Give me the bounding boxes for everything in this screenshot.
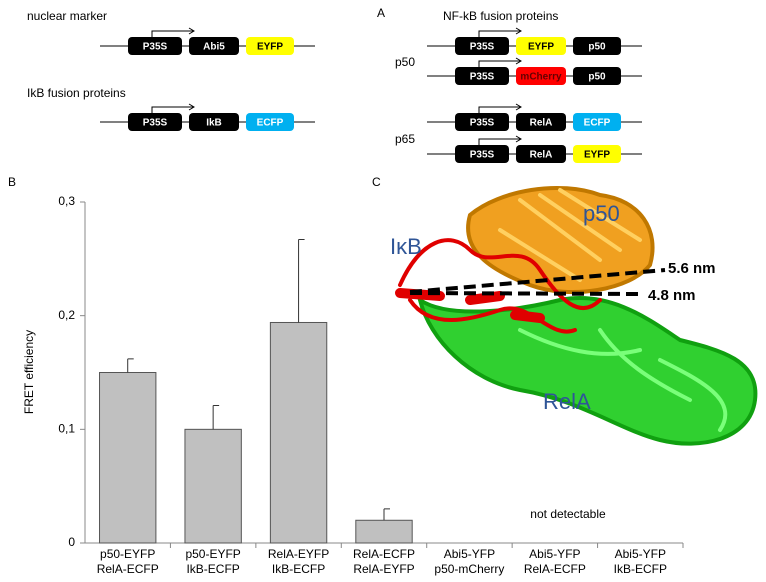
- x-tick-label: RelA-EYFP: [268, 547, 329, 561]
- row-label: p50: [395, 55, 415, 69]
- panel-label: B: [8, 175, 16, 189]
- x-tick-label: RelA-ECFP: [524, 562, 586, 576]
- construct-label: P35S: [143, 42, 168, 53]
- bar: [269, 321, 328, 544]
- row-label: p65: [395, 132, 415, 146]
- x-tick-label: p50-EYFP: [185, 547, 240, 561]
- x-tick-label: p50-EYFP: [100, 547, 155, 561]
- error-bar: [383, 508, 390, 521]
- construct-label: RelA: [530, 118, 553, 129]
- construct-label: P35S: [143, 118, 168, 129]
- construct-label: Abi5: [203, 42, 225, 53]
- x-tick-label: RelA-EYFP: [353, 562, 414, 576]
- structure-label: IκB: [390, 234, 422, 259]
- construct-label: P35S: [470, 118, 495, 129]
- distance-label: 5.6 nm: [668, 260, 716, 277]
- protein-structure: [395, 185, 758, 446]
- construct-label: p50: [588, 72, 606, 83]
- x-tick-label: IkB-ECFP: [614, 562, 667, 576]
- construct-box: [573, 145, 621, 163]
- construct-label: P35S: [470, 72, 495, 83]
- y-tick-label: 0,1: [58, 422, 75, 436]
- distance-label: 4.8 nm: [648, 287, 696, 304]
- construct-box: [246, 113, 294, 131]
- x-tick-label: Abi5-YFP: [529, 547, 580, 561]
- construct-box: [573, 37, 621, 55]
- distance-line: [409, 291, 639, 296]
- group-label: NF-kB fusion proteins: [443, 9, 558, 23]
- y-axis-title: FRET efficiency: [22, 330, 36, 414]
- structure-label: p50: [583, 201, 620, 226]
- construct-label: EYFP: [528, 42, 554, 53]
- construct-box: [455, 145, 509, 163]
- x-tick-label: RelA-ECFP: [353, 547, 415, 561]
- construct-box: [128, 37, 182, 55]
- construct-label: ECFP: [584, 118, 611, 129]
- construct-box: [128, 113, 182, 131]
- construct-box: [455, 67, 509, 85]
- construct-box: [189, 113, 239, 131]
- construct-box: [189, 37, 239, 55]
- construct-box: [573, 113, 621, 131]
- construct-label: P35S: [470, 42, 495, 53]
- error-bar: [212, 404, 220, 430]
- error-bar: [127, 358, 134, 373]
- panel-label: A: [377, 6, 385, 20]
- panel-label: C: [372, 175, 381, 189]
- construct-box: [516, 145, 566, 163]
- x-tick-label: p50-mCherry: [434, 562, 504, 576]
- construct-label: ECFP: [257, 118, 284, 129]
- construct-box: [455, 113, 509, 131]
- construct-label: P35S: [470, 150, 495, 161]
- y-tick-label: 0,2: [58, 308, 75, 322]
- construct-label: IkB: [206, 118, 222, 129]
- promoter-arrow: [151, 103, 195, 114]
- error-bar: [298, 239, 305, 323]
- group-label: nuclear marker: [27, 9, 107, 23]
- construct-label: RelA: [530, 150, 553, 161]
- construct-label: EYFP: [257, 42, 283, 53]
- structure-label: RelA: [543, 389, 591, 414]
- construct-box: [516, 37, 566, 55]
- promoter-arrow: [478, 27, 522, 38]
- y-tick-label: 0: [68, 535, 75, 549]
- annotation: not detectable: [530, 507, 606, 521]
- x-tick-label: Abi5-YFP: [615, 547, 666, 561]
- x-tick-label: Abi5-YFP: [444, 547, 495, 561]
- construct-box: [516, 113, 566, 131]
- x-tick-label: IkB-ECFP: [272, 562, 325, 576]
- bar: [99, 372, 157, 544]
- construct-label: p50: [588, 42, 606, 53]
- promoter-arrow: [478, 135, 522, 146]
- group-label: IkB fusion proteins: [27, 86, 126, 100]
- construct-box: [455, 37, 509, 55]
- bar: [355, 519, 413, 544]
- construct-label: mCherry: [520, 72, 562, 83]
- construct-label: EYFP: [584, 150, 610, 161]
- promoter-arrow: [151, 27, 195, 38]
- distance-line: [409, 268, 666, 294]
- bar: [184, 428, 242, 544]
- y-tick-label: 0,3: [58, 194, 75, 208]
- x-tick-label: IkB-ECFP: [186, 562, 239, 576]
- construct-box: [573, 67, 621, 85]
- promoter-arrow: [478, 57, 522, 68]
- promoter-arrow: [478, 103, 522, 114]
- construct-box: [516, 67, 566, 85]
- x-tick-label: RelA-ECFP: [97, 562, 159, 576]
- construct-box: [246, 37, 294, 55]
